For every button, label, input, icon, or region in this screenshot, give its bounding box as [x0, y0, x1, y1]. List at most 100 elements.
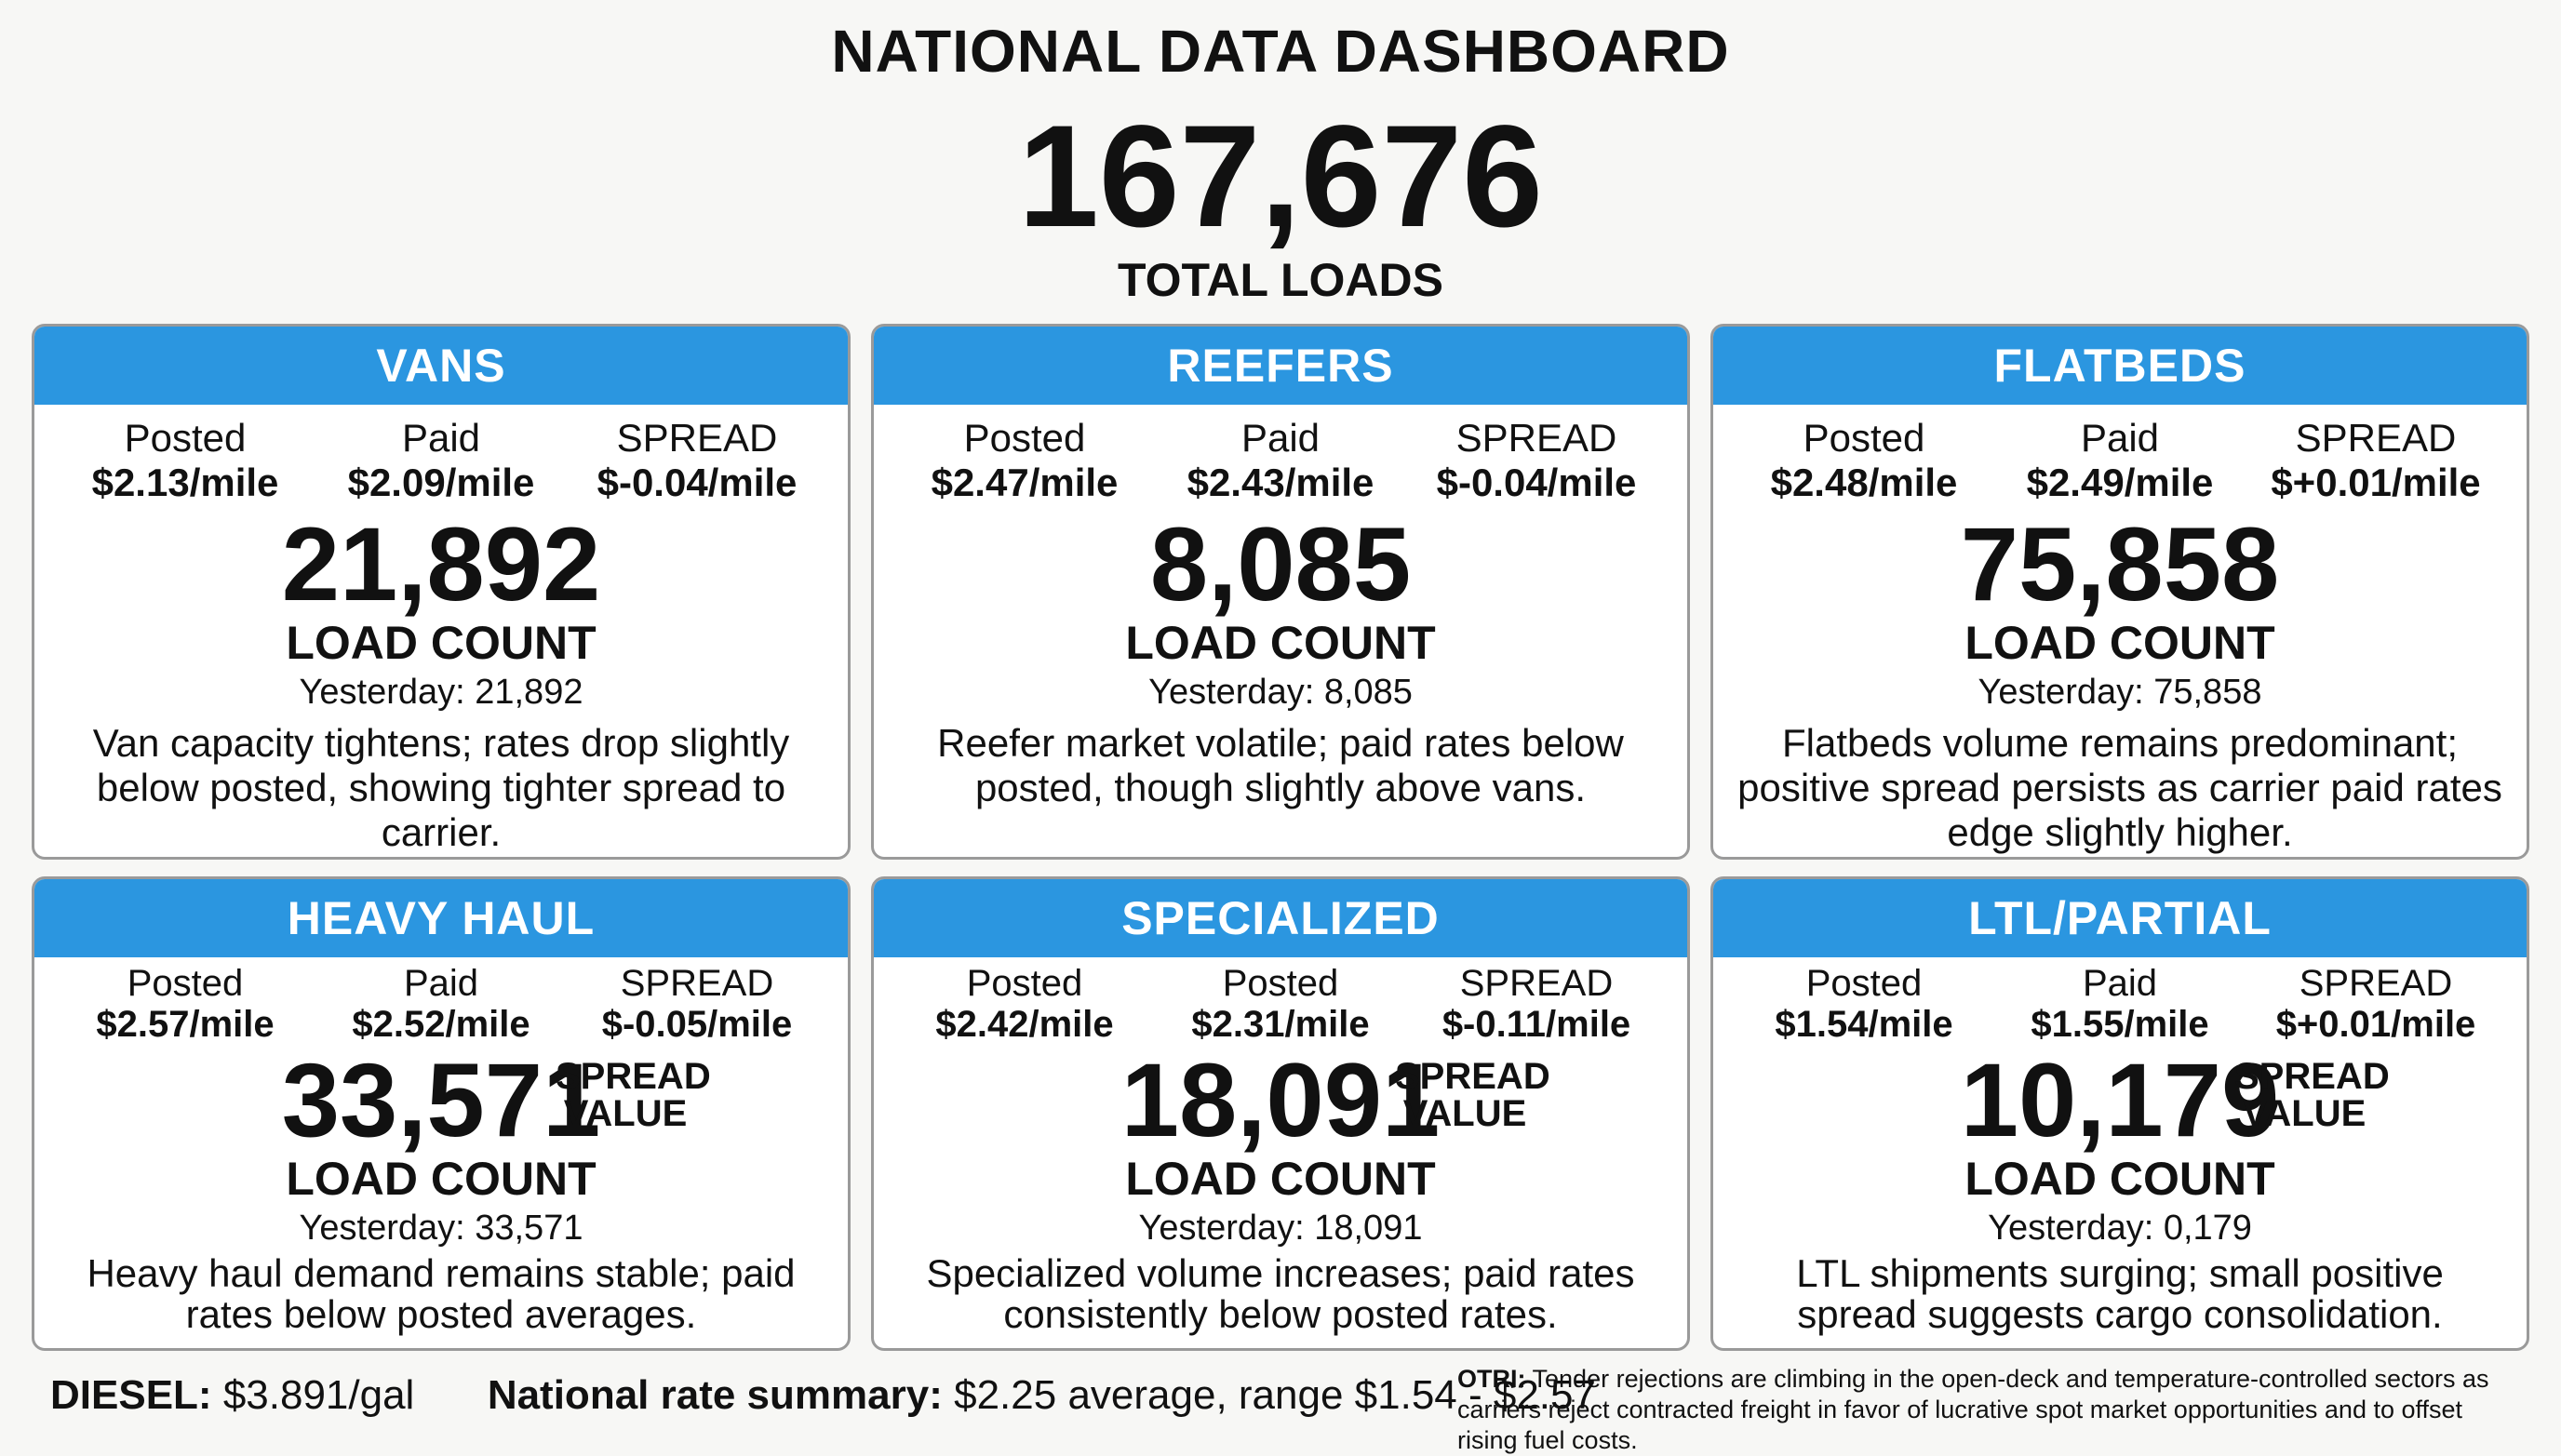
metric-label: Paid — [403, 963, 479, 1004]
metric-value: $2.57/mile — [96, 1004, 275, 1045]
metrics-row: Posted $2.48/mile Paid $2.49/mile SPREAD… — [1713, 416, 2527, 505]
load-count-label: LOAD COUNT — [1964, 1153, 2275, 1205]
rate-summary-value: $2.25 average, range $1.54 - $2.57 — [954, 1372, 1596, 1418]
rate-summary-label: National rate summary: — [487, 1372, 943, 1418]
yesterday-count: Yesterday: 21,892 — [299, 673, 583, 712]
metric-label: SPREAD — [620, 963, 774, 1004]
metrics-row: Posted $1.54/mile Paid $1.55/mile SPREAD… — [1713, 963, 2527, 1045]
card-description: Specialized volume increases; paid rates… — [926, 1251, 1635, 1336]
card-vans: VANS Posted $2.13/mile Paid $2.09/mile S… — [32, 324, 851, 860]
count-row: 10,179 SPREAD VALUE — [1713, 1045, 2527, 1153]
card-flatbeds: FLATBEDS Posted $2.48/mile Paid $2.49/mi… — [1710, 324, 2529, 860]
metric-value: $2.43/mile — [1187, 461, 1374, 504]
load-count-label: LOAD COUNT — [286, 617, 597, 669]
metrics-row: Posted $2.42/mile Posted $2.31/mile SPRE… — [874, 963, 1687, 1045]
metrics-row: Posted $2.47/mile Paid $2.43/mile SPREAD… — [874, 416, 1687, 505]
metric-value: $-0.04/mile — [597, 461, 798, 504]
card-header: REEFERS — [874, 327, 1687, 405]
load-count-label: LOAD COUNT — [1964, 617, 2275, 669]
load-count-value: 75,858 — [1960, 506, 2280, 622]
yesterday-count: Yesterday: 18,091 — [1138, 1209, 1423, 1248]
load-count-value: 8,085 — [1149, 506, 1412, 622]
yesterday-count: Yesterday: 8,085 — [1148, 673, 1413, 712]
footer-summary: DIESEL: $3.891/gal National rate summary… — [50, 1368, 1596, 1423]
metric-label: Posted — [963, 416, 1086, 460]
metric-label: Posted — [966, 963, 1083, 1004]
spread-value-label: SPREAD VALUE — [2234, 1056, 2390, 1134]
metric-value: $2.13/mile — [91, 461, 279, 504]
metric-posted: Posted $2.48/mile — [1743, 416, 1985, 505]
metric-paid: Paid $2.43/mile — [1160, 416, 1401, 505]
metric-spread: SPREAD $+0.01/mile — [2255, 963, 2497, 1045]
load-count-value: 21,892 — [281, 506, 601, 622]
load-count-value: 10,179 — [1960, 1042, 2280, 1158]
total-loads-label: TOTAL LOADS — [1118, 254, 1443, 306]
yesterday-count: Yesterday: 33,571 — [299, 1209, 583, 1248]
card-header: LTL/PARTIAL — [1713, 879, 2527, 957]
metric-paid: Paid $1.55/mile — [1999, 963, 2241, 1045]
diesel-label: DIESEL: — [50, 1372, 212, 1418]
card-reefers: REEFERS Posted $2.47/mile Paid $2.43/mil… — [871, 324, 1690, 860]
spread-value-label: SPREAD VALUE — [1395, 1056, 1550, 1134]
load-count-label: LOAD COUNT — [1125, 1153, 1436, 1205]
card-heavy-haul: HEAVY HAUL Posted $2.57/mile Paid $2.52/… — [32, 876, 851, 1351]
metric-label: Paid — [2082, 963, 2158, 1004]
load-count-value: 33,571 — [281, 1042, 601, 1158]
metric-value: $2.48/mile — [1770, 461, 1958, 504]
metric-value: $+0.01/mile — [2271, 461, 2481, 504]
metric-value: $2.52/mile — [352, 1004, 530, 1045]
metric-posted-2: Posted $2.31/mile — [1160, 963, 1401, 1045]
count-row: 8,085 — [874, 505, 1687, 617]
metric-spread: SPREAD $+0.01/mile — [2255, 416, 2497, 505]
metric-spread: SPREAD $-0.05/mile — [576, 963, 818, 1045]
metric-paid: Paid $2.52/mile — [320, 963, 562, 1045]
count-row: 33,571 SPREAD VALUE — [34, 1045, 848, 1153]
total-loads-value: 167,676 — [1018, 96, 1543, 258]
metric-value: $2.09/mile — [347, 461, 535, 504]
page-title: NATIONAL DATA DASHBOARD — [831, 18, 1730, 85]
card-header: VANS — [34, 327, 848, 405]
metric-value: $+0.01/mile — [2275, 1004, 2476, 1045]
metric-label: SPREAD — [2299, 963, 2453, 1004]
metric-label: Posted — [124, 416, 247, 460]
metric-label: Posted — [127, 963, 244, 1004]
count-row: 21,892 — [34, 505, 848, 617]
otri-note: OTRI: Tender rejections are climbing in … — [1457, 1364, 2527, 1456]
card-description: Heavy haul demand remains stable; paid r… — [87, 1251, 796, 1336]
metric-posted: Posted $2.13/mile — [64, 416, 306, 505]
metric-value: $1.55/mile — [2031, 1004, 2209, 1045]
metric-label: Posted — [1803, 416, 1925, 460]
metric-value: $2.49/mile — [2026, 461, 2214, 504]
yesterday-count: Yesterday: 75,858 — [1978, 673, 2262, 712]
metric-value: $2.42/mile — [935, 1004, 1114, 1045]
metric-value: $-0.05/mile — [601, 1004, 793, 1045]
metric-spread: SPREAD $-0.04/mile — [1415, 416, 1657, 505]
metric-label: Paid — [2080, 416, 2160, 460]
metrics-row: Posted $2.57/mile Paid $2.52/mile SPREAD… — [34, 963, 848, 1045]
metric-value: $1.54/mile — [1775, 1004, 1953, 1045]
metric-label: Paid — [401, 416, 481, 460]
card-description: Reefer market volatile; paid rates below… — [937, 721, 1624, 809]
otri-text: Tender rejections are climbing in the op… — [1457, 1365, 2489, 1454]
count-row: 75,858 — [1713, 505, 2527, 617]
metric-label: Posted — [1222, 963, 1339, 1004]
metric-label: Posted — [1805, 963, 1923, 1004]
yesterday-count: Yesterday: 0,179 — [1988, 1209, 2252, 1248]
card-specialized: SPECIALIZED Posted $2.42/mile Posted $2.… — [871, 876, 1690, 1351]
card-ltl-partial: LTL/PARTIAL Posted $1.54/mile Paid $1.55… — [1710, 876, 2529, 1351]
count-row: 18,091 SPREAD VALUE — [874, 1045, 1687, 1153]
card-header: HEAVY HAUL — [34, 879, 848, 957]
load-count-label: LOAD COUNT — [1125, 617, 1436, 669]
card-description: LTL shipments surging; small positive sp… — [1796, 1251, 2444, 1336]
metric-posted: Posted $2.57/mile — [64, 963, 306, 1045]
metric-value: $2.31/mile — [1191, 1004, 1370, 1045]
card-header: FLATBEDS — [1713, 327, 2527, 405]
otri-label: OTRI: — [1457, 1365, 1526, 1393]
card-header: SPECIALIZED — [874, 879, 1687, 957]
metric-label: SPREAD — [1455, 416, 1617, 460]
metric-label: Paid — [1240, 416, 1321, 460]
metric-spread: SPREAD $-0.04/mile — [576, 416, 818, 505]
metric-paid: Paid $2.09/mile — [320, 416, 562, 505]
metric-paid: Paid $2.49/mile — [1999, 416, 2241, 505]
load-count-label: LOAD COUNT — [286, 1153, 597, 1205]
